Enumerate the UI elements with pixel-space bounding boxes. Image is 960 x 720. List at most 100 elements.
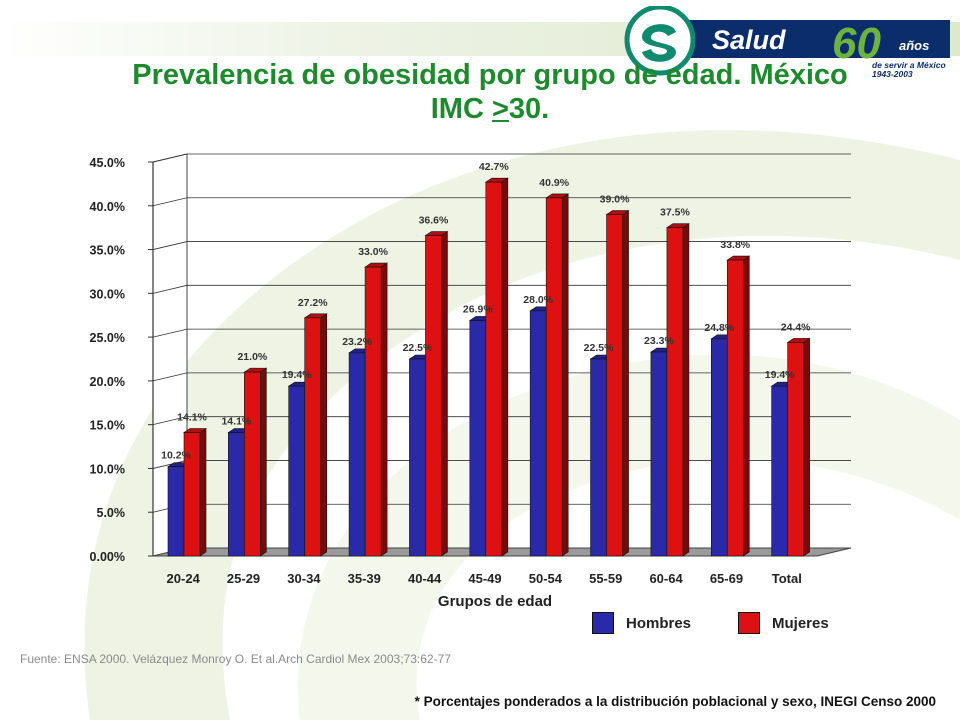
x-tick-label: 65-69 bbox=[710, 571, 743, 586]
bar-hombres bbox=[771, 385, 788, 557]
bar-mujeres-side bbox=[380, 262, 388, 557]
legend-swatch-mujeres bbox=[738, 612, 760, 634]
data-label-mujeres: 33.0% bbox=[358, 246, 388, 258]
bar-hombres bbox=[228, 432, 245, 557]
bar-mujeres bbox=[304, 317, 322, 557]
bar-hombres bbox=[288, 385, 306, 557]
y-tick-label: 20.0% bbox=[90, 375, 125, 389]
y-tick-label: 35.0% bbox=[90, 244, 125, 258]
bar-hombres bbox=[529, 310, 547, 557]
title-line-2-value: 30. bbox=[508, 93, 550, 125]
data-label-hombres: 24.8% bbox=[704, 322, 734, 334]
title-line-1: Prevalencia de obesidad por grupo de eda… bbox=[132, 59, 848, 91]
bar-mujeres bbox=[666, 227, 684, 557]
data-label-hombres: 22.5% bbox=[403, 342, 433, 354]
bar-mujeres bbox=[244, 371, 261, 557]
y-tick-label: 30.0% bbox=[90, 287, 125, 301]
gridline bbox=[152, 153, 851, 163]
title-gte-symbol: > bbox=[491, 93, 509, 125]
y-tick-label: 45.0% bbox=[90, 156, 125, 170]
bar-mujeres bbox=[545, 197, 563, 557]
bar-hombres bbox=[710, 338, 728, 557]
logo-brand: Salud bbox=[712, 25, 786, 55]
bar-mujeres-side bbox=[622, 209, 629, 557]
bar-mujeres bbox=[183, 432, 201, 557]
data-label-hombres: 23.3% bbox=[644, 335, 674, 347]
x-tick-label: 60-64 bbox=[649, 571, 683, 586]
title-line-2-prefix: IMC bbox=[430, 93, 492, 125]
bar-mujeres-side bbox=[320, 313, 328, 557]
data-label-hombres: 10.2% bbox=[161, 450, 191, 462]
gridline bbox=[152, 372, 851, 382]
logo-tagline: de servir a México bbox=[872, 60, 946, 70]
x-tick-label: 55-59 bbox=[589, 571, 622, 586]
data-label-mujeres: 36.6% bbox=[419, 215, 449, 227]
bar-mujeres-side bbox=[501, 177, 509, 557]
gridline bbox=[152, 416, 851, 426]
footnote: * Porcentajes ponderados a la distribuci… bbox=[414, 694, 936, 709]
y-tick-label: 0.00% bbox=[90, 550, 125, 564]
bar-mujeres-side bbox=[742, 255, 750, 557]
page-title: Prevalencia de obesidad por grupo de eda… bbox=[40, 58, 940, 126]
gridline bbox=[152, 197, 851, 207]
y-tick-label: 10.0% bbox=[90, 462, 125, 476]
bar-mujeres bbox=[787, 342, 804, 557]
data-label-mujeres: 21.0% bbox=[237, 351, 267, 363]
bar-mujeres bbox=[485, 181, 503, 557]
bar-mujeres bbox=[364, 266, 382, 557]
x-axis-title: Grupos de edad bbox=[438, 593, 552, 610]
x-tick-label: 50-54 bbox=[529, 571, 563, 586]
bar-hombres bbox=[409, 358, 426, 557]
bar-mujeres bbox=[726, 259, 744, 557]
x-tick-label: 45-49 bbox=[468, 571, 501, 586]
data-label-mujeres: 40.9% bbox=[539, 177, 569, 189]
bar-hombres bbox=[469, 320, 487, 557]
bar-hombres bbox=[590, 358, 607, 557]
data-label-hombres: 23.2% bbox=[342, 336, 372, 348]
legend-label-mujeres: Mujeres bbox=[772, 614, 829, 632]
data-label-hombres: 28.0% bbox=[523, 294, 553, 306]
legend-item-mujeres: Mujeres bbox=[738, 612, 829, 634]
bar-mujeres bbox=[606, 214, 623, 557]
data-label-hombres: 14.1% bbox=[221, 416, 251, 428]
logo-number: 60 bbox=[832, 19, 881, 68]
data-label-mujeres: 37.5% bbox=[660, 207, 690, 219]
gridline bbox=[152, 284, 851, 294]
bar-mujeres-side bbox=[561, 193, 569, 557]
bar-hombres bbox=[167, 466, 185, 557]
x-tick-label: 35-39 bbox=[348, 571, 381, 586]
bar-mujeres bbox=[425, 235, 442, 557]
data-label-mujeres: 42.7% bbox=[479, 161, 509, 173]
logo-range: 1943-2003 bbox=[872, 69, 913, 79]
x-tick-label: 20-24 bbox=[167, 571, 201, 586]
gridline bbox=[152, 241, 851, 250]
bar-mujeres-side bbox=[803, 337, 810, 557]
x-tick-label: 30-34 bbox=[287, 571, 321, 586]
source-citation: Fuente: ENSA 2000. Velázquez Monroy O. E… bbox=[20, 652, 451, 666]
data-label-mujeres: 39.0% bbox=[600, 194, 630, 206]
y-tick-label: 25.0% bbox=[90, 331, 125, 345]
bar-mujeres-side bbox=[260, 367, 267, 557]
bar-mujeres-side bbox=[682, 223, 690, 557]
data-label-hombres: 19.4% bbox=[282, 369, 312, 381]
bar-hombres bbox=[650, 351, 668, 557]
x-tick-label: Total bbox=[772, 571, 802, 586]
logo-years: años bbox=[899, 38, 929, 53]
bar-mujeres-side bbox=[199, 427, 207, 557]
data-label-hombres: 26.9% bbox=[463, 303, 493, 315]
data-label-mujeres: 27.2% bbox=[298, 297, 328, 309]
bar-mujeres-side bbox=[441, 230, 448, 557]
data-label-mujeres: 14.1% bbox=[177, 412, 207, 424]
legend-item-hombres: Hombres bbox=[592, 612, 691, 634]
data-label-mujeres: 33.8% bbox=[720, 239, 750, 251]
legend-label-hombres: Hombres bbox=[626, 614, 692, 632]
data-label-hombres: 19.4% bbox=[765, 369, 795, 381]
bar-hombres bbox=[348, 352, 366, 557]
y-tick-label: 40.0% bbox=[90, 200, 125, 214]
x-tick-label: 40-44 bbox=[408, 571, 442, 586]
gridline bbox=[152, 328, 851, 338]
legend-swatch-hombres bbox=[592, 612, 614, 634]
y-tick-label: 5.0% bbox=[97, 506, 126, 520]
data-label-mujeres: 24.4% bbox=[781, 321, 811, 333]
data-label-hombres: 22.5% bbox=[584, 342, 614, 354]
